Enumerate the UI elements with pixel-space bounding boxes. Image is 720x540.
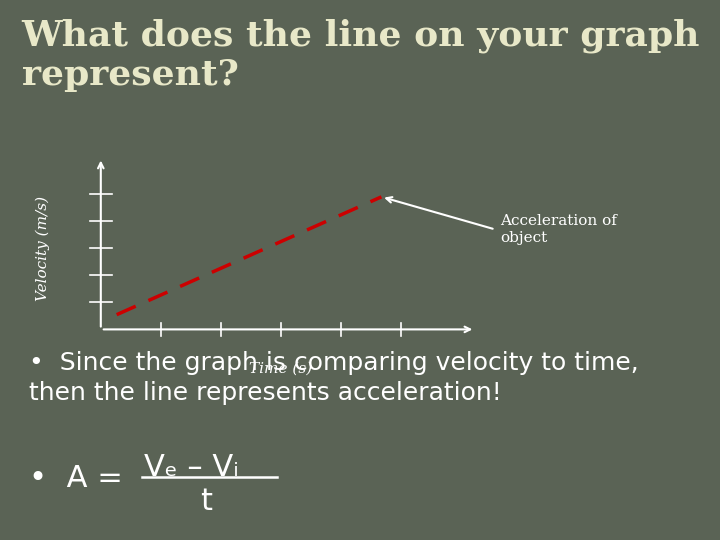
Text: Acceleration of
object: Acceleration of object (500, 214, 617, 245)
Text: •  A =: • A = (29, 464, 132, 493)
Text: •  Since the graph is comparing velocity to time,
then the line represents accel: • Since the graph is comparing velocity … (29, 351, 639, 405)
Text: Velocity (m/s): Velocity (m/s) (36, 196, 50, 301)
Text: t: t (200, 487, 212, 516)
Text: Time (s): Time (s) (249, 362, 312, 376)
Text: Vₑ – Vᵢ: Vₑ – Vᵢ (144, 453, 239, 482)
Text: What does the line on your graph
represent?: What does the line on your graph represe… (22, 18, 700, 92)
